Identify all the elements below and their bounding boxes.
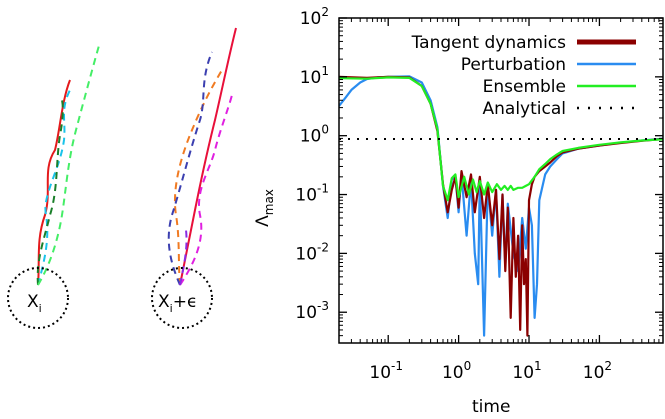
trajectory-right-4 (179, 94, 233, 286)
x-tick-label: 102 (583, 359, 612, 383)
trajectory-left-1 (37, 79, 71, 286)
y-tick-label: 102 (300, 5, 329, 29)
schematic-left (7, 41, 101, 329)
origin-circle-right (151, 267, 213, 329)
trajectory-left-4 (37, 41, 101, 286)
ticks-layer: 10-1 100 101 102 102 101 100 10-1 10-2 10-3 (295, 5, 663, 383)
y-tick-label: 10-2 (295, 240, 329, 264)
origin-circle-left (7, 267, 69, 329)
trajectory-right-1 (179, 27, 237, 286)
series-line-ensemble (339, 76, 663, 202)
legend-label: Perturbation (461, 55, 566, 75)
x-tick-label: 101 (512, 359, 541, 383)
y-tick-label: 100 (300, 123, 329, 147)
y-tick-label: 101 (300, 64, 329, 88)
trajectory-right-5 (179, 229, 188, 286)
x-axis-label: time (472, 397, 510, 417)
trajectory-right-2 (173, 69, 223, 286)
series-layer (339, 75, 663, 337)
schematic-right-label: Xi+ϵ (158, 292, 197, 315)
legend: Tangent dynamicsPerturbationEnsembleAnal… (411, 33, 636, 119)
legend-label: Tangent dynamics (411, 33, 567, 53)
y-tick-label: 10-1 (295, 182, 329, 206)
series-line-tangent-dynamics (339, 75, 663, 337)
y-axis-label: Λmax (253, 189, 276, 227)
legend-label: Analytical (483, 99, 566, 119)
trajectory-left-2 (37, 89, 71, 286)
trajectory-right-3 (167, 51, 213, 286)
x-tick-label: 100 (442, 359, 471, 383)
chart: 10-1 100 101 102 102 101 100 10-1 10-2 10-3 Tange… (253, 5, 664, 417)
legend-label: Ensemble (483, 77, 566, 97)
schematic-left-label: Xi (27, 292, 42, 315)
schematic-right (151, 27, 237, 329)
x-tick-label: 10-1 (369, 359, 403, 383)
y-tick-label: 10-3 (295, 299, 329, 323)
